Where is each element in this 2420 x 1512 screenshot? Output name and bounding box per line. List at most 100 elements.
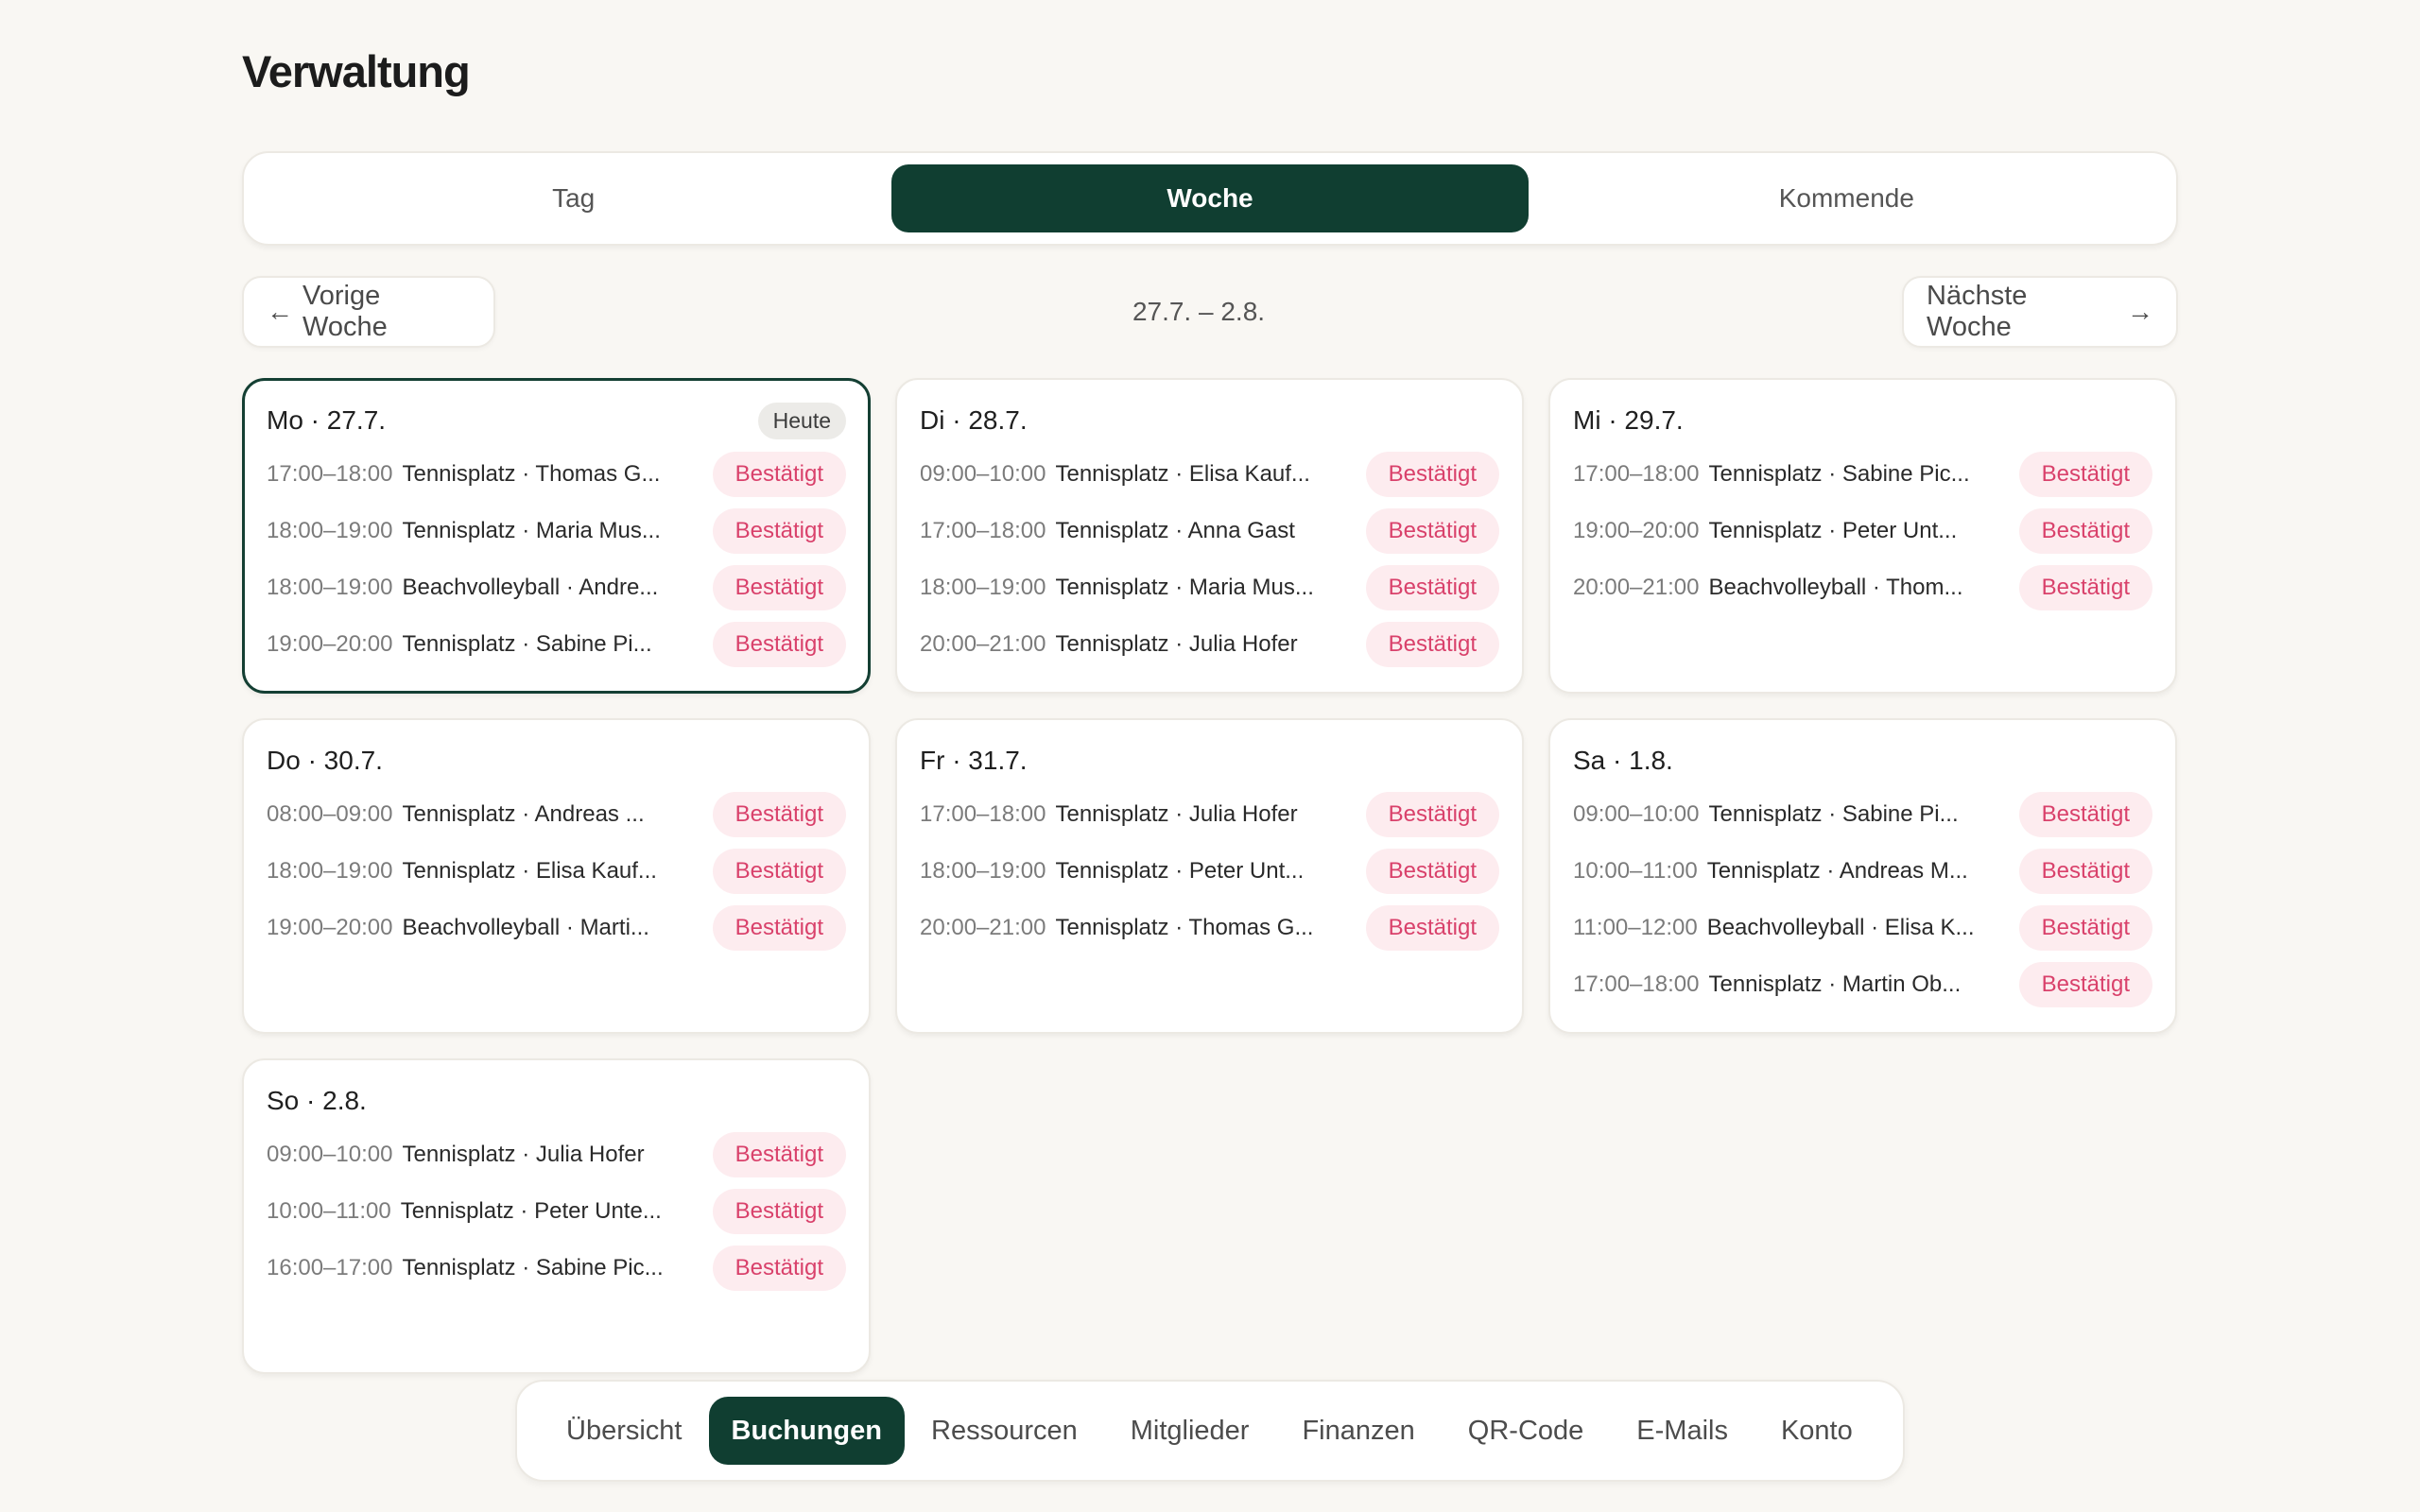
status-badge[interactable]: Bestätigt	[1365, 849, 1499, 894]
nav-item-mitglieder[interactable]: Mitglieder	[1130, 1415, 1250, 1446]
booking-row[interactable]: 18:00–19:00 Beachvolleyball · Andre... Bes…	[267, 559, 846, 616]
booking-row[interactable]: 17:00–18:00 Tennisplatz · Anna Gast Bestät…	[920, 503, 1499, 559]
week-days-grid: Mo · 27.7. Heute 17:00–18:00 Tennisplatz · …	[242, 378, 2178, 1374]
previous-week-button[interactable]: ← Vorige Woche	[242, 276, 495, 348]
week-range: 27.7. – 2.8.	[1132, 297, 1266, 326]
booking-row[interactable]: 18:00–19:00 Tennisplatz · Peter Unt... Bes…	[920, 843, 1499, 900]
booking-description: Tennisplatz · Sabine Pi...	[402, 631, 652, 657]
booking-row[interactable]: 17:00–18:00 Tennisplatz · Thomas G... Best…	[267, 446, 846, 503]
status-badge[interactable]: Bestätigt	[1365, 565, 1499, 610]
status-badge[interactable]: Bestätigt	[712, 792, 846, 837]
booking-row[interactable]: 10:00–11:00 Tennisplatz · Andreas M... Bes…	[1573, 843, 2152, 900]
booking-time: 19:00–20:00	[267, 915, 393, 940]
booking-description: Beachvolleyball · Andre...	[402, 575, 659, 600]
status-badge[interactable]: Bestätigt	[2018, 962, 2152, 1007]
status-badge[interactable]: Bestätigt	[712, 849, 846, 894]
nav-item-ressourcen[interactable]: Ressourcen	[931, 1415, 1078, 1446]
booking-row[interactable]: 18:00–19:00 Tennisplatz · Maria Mus... Bes…	[267, 503, 846, 559]
booking-row[interactable]: 09:00–10:00 Tennisplatz · Elisa Kauf... Be…	[920, 446, 1499, 503]
booking-row[interactable]: 09:00–10:00 Tennisplatz · Sabine Pi... Bes…	[1573, 786, 2152, 843]
nav-item-qr-code[interactable]: QR-Code	[1467, 1415, 1584, 1446]
booking-description: Beachvolleyball · Thom...	[1708, 575, 1963, 600]
booking-row[interactable]: 17:00–18:00 Tennisplatz · Julia Hofer Best…	[920, 786, 1499, 843]
booking-time: 20:00–21:00	[920, 631, 1046, 657]
booking-description: Tennisplatz · Andreas M...	[1706, 858, 1968, 884]
day-label: Fr · 31.7.	[920, 746, 1028, 775]
day-label: Mi · 29.7.	[1573, 405, 1684, 435]
booking-row[interactable]: 17:00–18:00 Tennisplatz · Martin Ob... Bes…	[1573, 956, 2152, 1013]
status-badge[interactable]: Bestätigt	[712, 1189, 846, 1234]
booking-description: Tennisplatz · Peter Unte...	[400, 1198, 662, 1224]
day-label: Di · 28.7.	[920, 405, 1028, 435]
booking-row[interactable]: 18:00–19:00 Tennisplatz · Elisa Kauf... Be…	[267, 843, 846, 900]
booking-time: 20:00–21:00	[1573, 575, 1700, 600]
tab-tag[interactable]: Tag	[552, 183, 596, 213]
booking-time: 18:00–19:00	[920, 575, 1046, 600]
booking-row[interactable]: 08:00–09:00 Tennisplatz · Andreas ... Best…	[267, 786, 846, 843]
nav-item-konto[interactable]: Konto	[1780, 1415, 1853, 1446]
day-label: Do · 30.7.	[267, 746, 383, 775]
booking-row[interactable]: 10:00–11:00 Tennisplatz · Peter Unte... Be…	[267, 1183, 846, 1240]
booking-description: Tennisplatz · Anna Gast	[1055, 518, 1295, 543]
status-badge[interactable]: Bestätigt	[1365, 792, 1499, 837]
booking-description: Tennisplatz · Maria Mus...	[1055, 575, 1314, 600]
day-card: Di · 28.7. 09:00–10:00 Tennisplatz · Elisa…	[895, 378, 1524, 694]
next-week-button[interactable]: Nächste Woche →	[1902, 276, 2178, 348]
status-badge[interactable]: Bestätigt	[1365, 905, 1499, 951]
status-badge[interactable]: Bestätigt	[2018, 792, 2152, 837]
previous-week-label: Vorige Woche	[302, 281, 388, 342]
day-card: Fr · 31.7. 17:00–18:00 Tennisplatz · Julia…	[895, 718, 1524, 1034]
booking-time: 19:00–20:00	[267, 631, 393, 657]
status-badge[interactable]: Bestätigt	[2018, 565, 2152, 610]
status-badge[interactable]: Bestätigt	[2018, 508, 2152, 554]
day-card: Mo · 27.7. Heute 17:00–18:00 Tennisplatz · …	[242, 378, 871, 694]
day-card: Do · 30.7. 08:00–09:00 Tennisplatz · Andre…	[242, 718, 871, 1034]
status-badge[interactable]: Bestätigt	[1365, 452, 1499, 497]
tab-woche[interactable]: Woche	[891, 164, 1529, 232]
booking-row[interactable]: 16:00–17:00 Tennisplatz · Sabine Pic... Be…	[267, 1240, 846, 1297]
booking-row[interactable]: 19:00–20:00 Tennisplatz · Sabine Pi... Bes…	[267, 616, 846, 673]
booking-description: Tennisplatz · Elisa Kauf...	[1055, 461, 1310, 487]
booking-row[interactable]: 18:00–19:00 Tennisplatz · Maria Mus... Bes…	[920, 559, 1499, 616]
day-card: Mi · 29.7. 17:00–18:00 Tennisplatz · Sabin…	[1548, 378, 2177, 694]
tab-kommende[interactable]: Kommende	[1778, 183, 1914, 213]
status-badge[interactable]: Bestätigt	[712, 905, 846, 951]
day-header: Sa · 1.8.	[1573, 743, 2152, 779]
booking-row[interactable]: 20:00–21:00 Beachvolleyball · Thom... Best…	[1573, 559, 2152, 616]
nav-item-finanzen[interactable]: Finanzen	[1302, 1415, 1415, 1446]
booking-time: 08:00–09:00	[267, 801, 393, 827]
status-badge[interactable]: Bestätigt	[712, 508, 846, 554]
status-badge[interactable]: Bestätigt	[712, 1246, 846, 1291]
booking-row[interactable]: 20:00–21:00 Tennisplatz · Thomas G... Best…	[920, 900, 1499, 956]
status-badge[interactable]: Bestätigt	[1365, 508, 1499, 554]
booking-row[interactable]: 19:00–20:00 Beachvolleyball · Marti... Bes…	[267, 900, 846, 956]
status-badge[interactable]: Bestätigt	[712, 622, 846, 667]
nav-item-buchungen[interactable]: Buchungen	[708, 1397, 905, 1465]
day-header: Fr · 31.7.	[920, 743, 1499, 779]
booking-time: 17:00–18:00	[1573, 461, 1700, 487]
booking-time: 18:00–19:00	[267, 518, 393, 543]
booking-row[interactable]: 11:00–12:00 Beachvolleyball · Elisa K... B…	[1573, 900, 2152, 956]
status-badge[interactable]: Bestätigt	[712, 452, 846, 497]
day-header: Mi · 29.7.	[1573, 403, 2152, 438]
status-badge[interactable]: Bestätigt	[2018, 905, 2152, 951]
nav-item-e-mails[interactable]: E-Mails	[1636, 1415, 1728, 1446]
booking-time: 20:00–21:00	[920, 915, 1046, 940]
booking-time: 18:00–19:00	[267, 575, 393, 600]
booking-description: Tennisplatz · Thomas G...	[402, 461, 661, 487]
nav-item-uebersicht[interactable]: Übersicht	[566, 1415, 683, 1446]
status-badge[interactable]: Bestätigt	[2018, 452, 2152, 497]
bottom-navigation: Übersicht Buchungen Ressourcen Mitgliede…	[515, 1380, 1905, 1482]
booking-row[interactable]: 20:00–21:00 Tennisplatz · Julia Hofer Best…	[920, 616, 1499, 673]
status-badge[interactable]: Bestätigt	[1365, 622, 1499, 667]
booking-description: Tennisplatz · Julia Hofer	[1055, 801, 1298, 827]
status-badge[interactable]: Bestätigt	[712, 1132, 846, 1177]
booking-row[interactable]: 09:00–10:00 Tennisplatz · Julia Hofer Best…	[267, 1126, 846, 1183]
booking-row[interactable]: 17:00–18:00 Tennisplatz · Sabine Pic... Be…	[1573, 446, 2152, 503]
view-segmented-control: Tag Woche Kommende	[242, 151, 2178, 246]
status-badge[interactable]: Bestätigt	[2018, 849, 2152, 894]
booking-row[interactable]: 19:00–20:00 Tennisplatz · Peter Unt... Bes…	[1573, 503, 2152, 559]
booking-time: 11:00–12:00	[1573, 915, 1698, 940]
status-badge[interactable]: Bestätigt	[712, 565, 846, 610]
